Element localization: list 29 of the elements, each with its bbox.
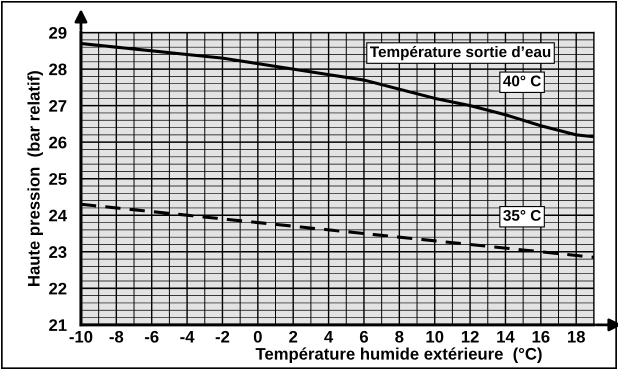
x-tick-label: -10 bbox=[70, 330, 92, 343]
annotation: Température sortie d’eau bbox=[370, 46, 550, 60]
x-tick-label: 6 bbox=[360, 330, 368, 343]
y-tick-label: 27 bbox=[49, 100, 66, 112]
x-tick-label: 16 bbox=[532, 330, 550, 343]
y-axis-title: Haute pression (bar relatif) bbox=[27, 71, 43, 286]
y-tick-label: 28 bbox=[49, 64, 67, 76]
x-tick-label: -4 bbox=[180, 331, 194, 342]
y-tick-label: 21 bbox=[49, 319, 67, 331]
y-tick-label: 25 bbox=[49, 173, 67, 185]
x-tick-label: -8 bbox=[110, 330, 124, 343]
series-label: 40° C bbox=[503, 76, 541, 86]
y-tick-label: 24 bbox=[49, 210, 67, 222]
y-tick-label: 29 bbox=[49, 26, 66, 39]
y-tick-label: 22 bbox=[49, 282, 66, 294]
y-tick-label: 26 bbox=[49, 136, 66, 148]
x-tick-label: 8 bbox=[395, 330, 404, 343]
x-tick-label: 4 bbox=[324, 331, 334, 342]
y-tick-label: 23 bbox=[49, 246, 66, 258]
series-label: 35° C bbox=[503, 210, 541, 221]
x-tick-label: 14 bbox=[497, 331, 515, 342]
x-tick-label: 10 bbox=[426, 330, 444, 343]
x-tick-label: 12 bbox=[462, 330, 479, 342]
x-tick-label: 18 bbox=[568, 330, 585, 343]
x-tick-label: 2 bbox=[289, 330, 298, 342]
x-tick-label: -2 bbox=[216, 330, 230, 342]
x-axis-title: Température humide extérieure (°C) bbox=[256, 347, 542, 364]
x-tick-label: -6 bbox=[144, 330, 159, 343]
x-tick-label: 0 bbox=[254, 330, 262, 343]
